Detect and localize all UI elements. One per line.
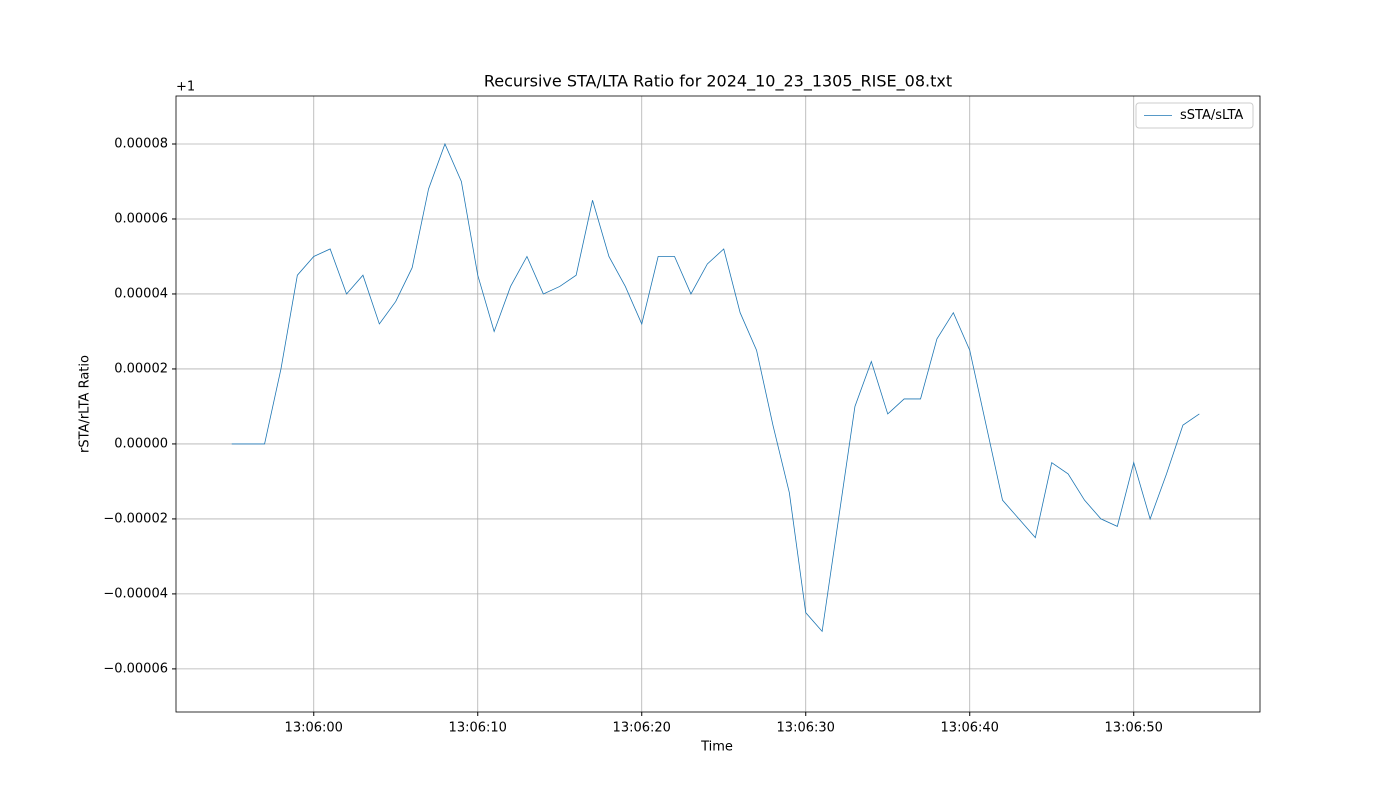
y-tick-label: 0.00000 [114,436,168,451]
x-tick-label: 13:06:20 [613,721,671,736]
y-tick-label: 0.00008 [114,136,168,151]
y-tick-label: 0.00006 [114,211,168,226]
chart-title: Recursive STA/LTA Ratio for 2024_10_23_1… [484,72,952,92]
legend-box [1135,102,1254,129]
y-tick-label: 0.00004 [114,286,168,301]
y-tick-label: −0.00004 [103,586,168,601]
plot-frame [175,95,1261,713]
x-tick-label: 13:06:00 [285,721,343,736]
y-axis-label: rSTA/rLTA Ratio [78,355,93,453]
x-tick-label: 13:06:40 [941,721,999,736]
y-tick-label: −0.00006 [103,661,168,676]
x-tick-label: 13:06:30 [777,721,835,736]
legend-label: sSTA/sLTA [1180,108,1243,123]
axis-offset: +1 [176,80,195,95]
x-tick-label: 13:06:10 [449,721,507,736]
y-tick-label: 0.00002 [114,361,168,376]
y-tick-label: −0.00002 [103,511,168,526]
data-line [231,142,1200,633]
x-tick-label: 13:06:50 [1105,721,1163,736]
x-axis-label: Time [700,740,733,755]
